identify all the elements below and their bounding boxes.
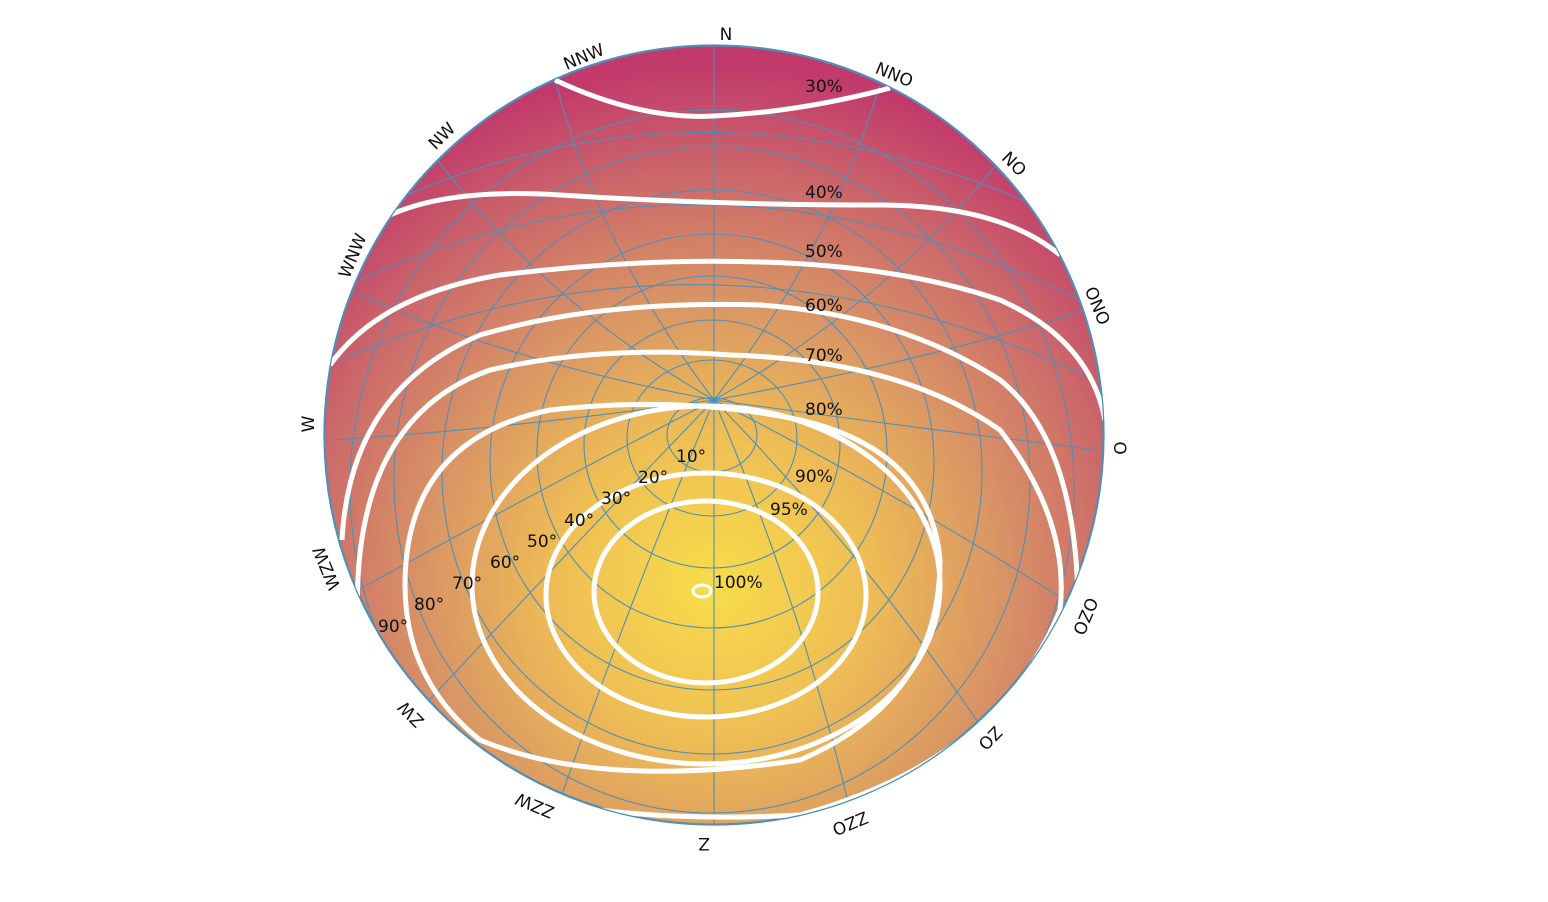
sky-dome-outline — [323, 44, 1105, 826]
elevation-label: 50° — [527, 532, 557, 552]
compass-label: N — [720, 25, 733, 45]
contour-label: 40% — [805, 183, 843, 203]
contour-line-90 — [469, 403, 943, 767]
elevation-label: 80° — [414, 595, 444, 615]
compass-label: ZZO — [829, 806, 871, 839]
compass-label: WZW — [309, 543, 345, 593]
elevation-label: 10° — [676, 447, 706, 467]
contour-line-95 — [543, 470, 869, 720]
contour-line-30 — [553, 77, 891, 119]
elevation-label: 70° — [452, 574, 482, 594]
compass-label: Z — [698, 833, 710, 853]
contour-line-60 — [339, 301, 1081, 601]
contour-line-98 — [591, 498, 821, 686]
elevation-label: 60° — [490, 553, 520, 573]
contour-line-50 — [327, 258, 1104, 421]
compass-label: ZZW — [513, 788, 558, 822]
compass-label: W — [299, 415, 319, 432]
elevation-label: 40° — [564, 511, 594, 531]
contour-label: 30% — [805, 77, 843, 97]
elevation-label: 20° — [638, 468, 668, 488]
compass-label: ZW — [394, 696, 428, 730]
contour-label: 70% — [805, 346, 843, 366]
compass-label: O — [1109, 441, 1129, 454]
contour-line-100 — [691, 583, 713, 599]
contour-label: 100% — [714, 573, 763, 593]
contour-label: 95% — [770, 500, 808, 520]
contour-labels: 30% 40% 50% 60% 70% 80% 90% 95% 100% — [714, 77, 843, 593]
contour-label: 50% — [805, 242, 843, 262]
elevation-label: 30° — [601, 489, 631, 509]
elevation-labels: 10° 20° 30° 40° 50° 60° 70° 80° 90° — [378, 447, 706, 637]
contour-line-40 — [388, 191, 1062, 257]
contour-label: 90% — [795, 467, 833, 487]
compass-label: ZO — [974, 722, 1006, 754]
contour-label: 60% — [805, 296, 843, 316]
compass-label: OZO — [1068, 594, 1101, 637]
elevation-label: 90° — [378, 617, 408, 637]
contour-lines — [327, 77, 1104, 820]
contour-label: 80% — [805, 400, 843, 420]
